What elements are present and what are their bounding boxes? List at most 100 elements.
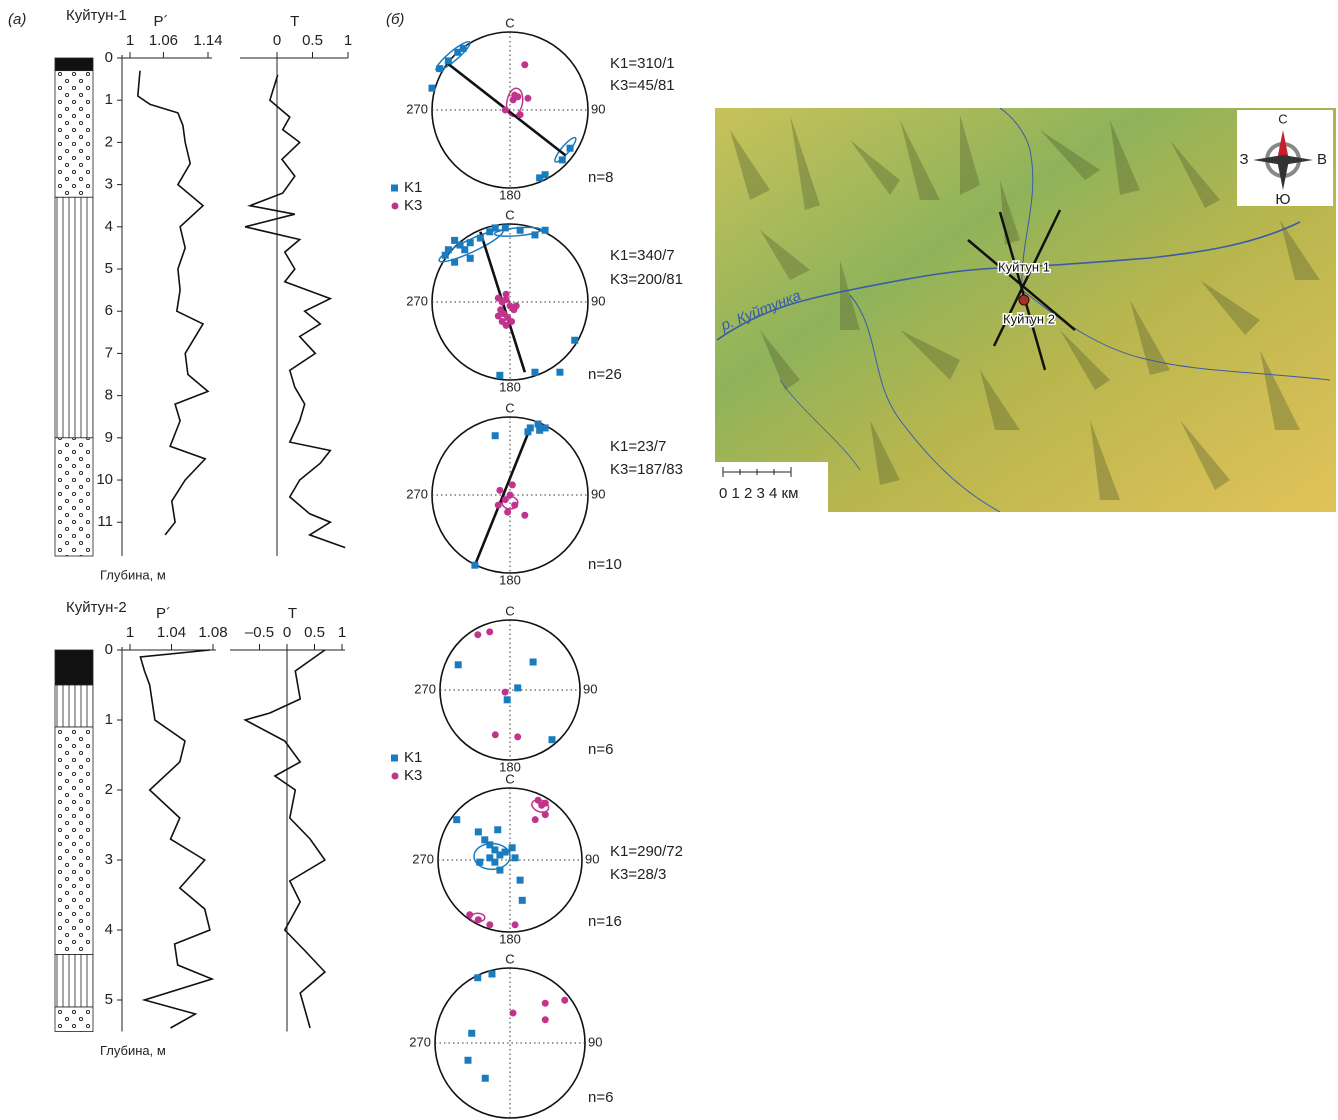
k3-point <box>503 291 510 298</box>
lithology-layer <box>55 438 93 556</box>
depth-tick-label: 4 <box>105 218 113 235</box>
depth-tick-label: 3 <box>105 851 113 868</box>
k1-point <box>491 859 498 866</box>
site-label: Куйтун 2 <box>1003 311 1055 326</box>
k3-point <box>499 318 506 325</box>
site-marker <box>1019 295 1029 305</box>
k1-point <box>519 897 526 904</box>
k1-point <box>453 816 460 823</box>
axis-title: P´ <box>154 13 169 30</box>
k1-point <box>461 246 468 253</box>
k1-point <box>489 971 496 978</box>
k3-point <box>521 512 528 519</box>
x-tick-label: 1 <box>344 32 352 49</box>
direction-label: 270 <box>409 1034 431 1049</box>
stat-label: K3=200/81 <box>610 271 683 288</box>
count-label: n=26 <box>588 366 622 383</box>
lithology-layer <box>55 727 93 955</box>
x-tick-label: 1 <box>126 32 134 49</box>
k1-point <box>482 1075 489 1082</box>
direction-label: 180 <box>499 379 521 394</box>
legend-label: K1 <box>404 179 422 196</box>
k1-point <box>517 877 524 884</box>
stereonet <box>440 620 580 760</box>
stat-label: K3=187/83 <box>610 461 683 478</box>
k1-point <box>496 372 503 379</box>
x-tick-label: 0 <box>273 32 281 49</box>
axis-title: Глубина, м <box>100 567 166 582</box>
legend-marker <box>391 185 398 192</box>
panel-label: (б) <box>386 11 404 28</box>
k1-point <box>542 227 549 234</box>
stat-label: K3=28/3 <box>610 866 666 883</box>
direction-label: 90 <box>591 101 605 116</box>
depth-tick-label: 8 <box>105 387 113 404</box>
direction-label: 180 <box>499 572 521 587</box>
scale-label: 0 1 2 3 4 км <box>719 485 798 502</box>
direction-label: С <box>505 951 514 966</box>
k3-point <box>524 95 531 102</box>
k1-point <box>512 854 519 861</box>
direction-label: 90 <box>585 851 599 866</box>
k1-point <box>477 235 484 242</box>
direction-label: С <box>505 15 514 30</box>
k3-point <box>502 107 509 114</box>
x-tick-label: 1.04 <box>157 624 186 641</box>
k1-point <box>445 57 452 64</box>
stat-label: K3=45/81 <box>610 77 675 94</box>
x-tick-label: 1 <box>338 624 346 641</box>
count-label: n=10 <box>588 556 622 573</box>
depth-tick-label: 0 <box>105 49 113 66</box>
k3-point <box>517 111 524 118</box>
depth-tick-label: 5 <box>105 991 113 1008</box>
depth-tick-label: 5 <box>105 260 113 277</box>
k3-point <box>508 318 515 325</box>
k3-point <box>561 997 568 1004</box>
direction-label: 180 <box>499 931 521 946</box>
k1-point <box>445 246 452 253</box>
k3-point <box>509 481 516 488</box>
k1-point <box>429 85 436 92</box>
legend-label: K1 <box>404 749 422 766</box>
depth-tick-label: 9 <box>105 429 113 446</box>
k1-point <box>471 562 478 569</box>
lithology-layer <box>55 955 93 1008</box>
k3-point <box>504 509 511 516</box>
count-label: n=16 <box>588 913 622 930</box>
lithology-layer <box>55 58 93 71</box>
direction-label: С <box>505 207 514 222</box>
k1-point <box>496 867 503 874</box>
k3-point <box>502 689 509 696</box>
lithology-layer <box>55 1007 93 1032</box>
panel-label: (а) <box>8 11 26 28</box>
k1-point <box>475 828 482 835</box>
k1-point <box>509 844 516 851</box>
lithology-layer <box>55 71 93 198</box>
compass-label: Ю <box>1275 191 1290 208</box>
stat-label: K1=290/72 <box>610 843 683 860</box>
direction-label: 270 <box>414 681 436 696</box>
axis-title: T <box>288 605 297 622</box>
axis-title: Глубина, м <box>100 1043 166 1058</box>
k1-point <box>536 427 543 434</box>
k1-point <box>476 859 483 866</box>
direction-label: 90 <box>583 681 597 696</box>
k1-point <box>454 49 461 56</box>
k3-point <box>495 502 502 509</box>
direction-label: 270 <box>406 293 428 308</box>
k1-point <box>494 826 501 833</box>
k1-point <box>467 255 474 262</box>
k1-point <box>535 421 542 428</box>
k1-point <box>436 65 443 72</box>
k1-point <box>531 369 538 376</box>
k1-point <box>571 337 578 344</box>
profile-line <box>245 75 345 548</box>
x-tick-label: –0.5 <box>245 624 274 641</box>
lithology-layer <box>55 197 93 438</box>
depth-tick-label: 10 <box>96 471 113 488</box>
k3-point <box>521 61 528 68</box>
k3-point <box>511 502 518 509</box>
k1-point <box>492 432 499 439</box>
x-tick-label: 0.5 <box>304 624 325 641</box>
x-tick-label: 0.5 <box>302 32 323 49</box>
